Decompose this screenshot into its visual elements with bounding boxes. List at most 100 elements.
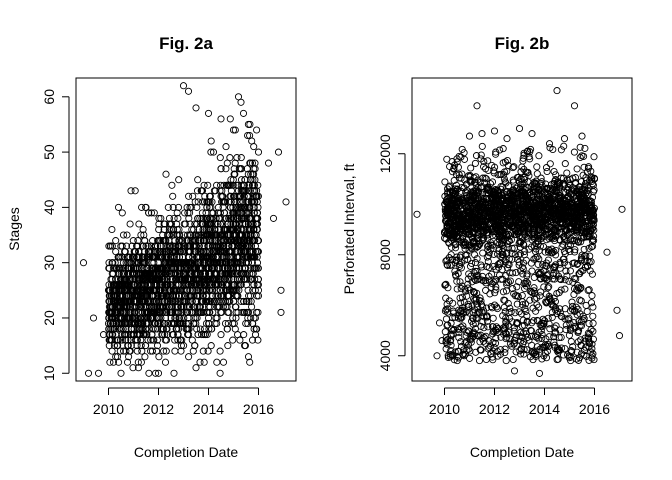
data-point — [253, 126, 261, 134]
data-point — [141, 353, 149, 361]
data-point — [248, 336, 257, 344]
data-point — [227, 237, 235, 245]
data-point — [189, 253, 197, 261]
data-point — [217, 331, 225, 339]
data-point — [207, 342, 215, 350]
data-point — [247, 170, 255, 178]
data-point — [229, 336, 237, 344]
data-point — [149, 237, 157, 245]
data-point — [482, 286, 490, 294]
data-point — [129, 364, 137, 372]
data-point — [117, 325, 125, 333]
data-point — [181, 292, 189, 300]
y-tick-label: 30 — [41, 255, 57, 271]
data-point — [133, 347, 141, 355]
data-point — [222, 253, 230, 261]
data-point — [162, 347, 170, 355]
data-point — [112, 264, 120, 272]
data-point — [441, 328, 449, 336]
data-point — [277, 308, 285, 316]
data-point — [282, 198, 290, 206]
data-point — [509, 355, 517, 364]
data-point — [235, 192, 243, 200]
data-point — [192, 319, 200, 328]
y-tick-label: 50 — [41, 144, 57, 160]
data-point — [165, 214, 174, 222]
data-point — [246, 120, 254, 128]
data-point — [153, 342, 162, 350]
data-point — [253, 308, 261, 316]
data-point — [251, 314, 259, 322]
data-point — [207, 148, 215, 156]
data-point — [244, 314, 252, 322]
data-point — [233, 154, 241, 162]
data-point — [180, 220, 188, 228]
data-point — [203, 331, 211, 339]
panel-b: Fig. 2b Completion Date Perforated Inter… — [341, 34, 633, 460]
data-point — [204, 109, 213, 117]
data-point — [108, 225, 116, 234]
data-point — [240, 297, 248, 305]
data-point — [192, 248, 200, 256]
data-point — [201, 192, 209, 200]
data-point — [583, 307, 591, 316]
data-point — [241, 342, 249, 350]
data-point — [79, 259, 88, 267]
data-point — [475, 357, 484, 365]
data-point — [216, 369, 224, 377]
data-point — [179, 82, 188, 90]
data-point — [579, 316, 587, 324]
data-point — [193, 203, 201, 211]
data-point — [117, 369, 125, 377]
data-point — [277, 286, 285, 294]
data-point — [89, 314, 98, 322]
data-point — [122, 347, 130, 355]
data-point — [145, 369, 153, 377]
data-point — [563, 169, 571, 177]
data-point — [194, 331, 202, 339]
data-point — [185, 325, 193, 333]
data-point — [200, 331, 208, 339]
data-point — [254, 264, 262, 272]
data-point — [570, 148, 578, 156]
y-tick-label: 10 — [41, 365, 57, 381]
data-point — [106, 358, 114, 366]
data-point — [244, 120, 252, 128]
data-point — [216, 154, 224, 162]
data-point — [153, 336, 161, 344]
data-point — [186, 220, 194, 228]
data-point — [155, 353, 163, 361]
data-point — [589, 303, 597, 311]
data-point — [236, 231, 244, 239]
data-point — [168, 181, 176, 189]
data-point — [140, 231, 148, 239]
data-point — [137, 231, 145, 239]
data-point — [546, 160, 554, 168]
data-point — [194, 176, 202, 184]
panel-b-points — [413, 87, 626, 377]
data-point — [147, 209, 156, 217]
data-point — [166, 220, 174, 228]
data-point — [250, 143, 258, 151]
data-point — [506, 277, 514, 285]
data-point — [269, 214, 278, 222]
data-point — [246, 358, 254, 366]
data-point — [185, 353, 193, 361]
data-point — [245, 192, 253, 200]
data-point — [211, 220, 219, 228]
data-point — [489, 314, 497, 322]
data-point — [188, 297, 196, 305]
x-tick-label: 2014 — [193, 401, 224, 417]
data-point — [205, 253, 213, 261]
data-point — [94, 369, 103, 377]
data-point — [214, 253, 222, 261]
data-point — [105, 242, 113, 250]
data-point — [251, 331, 260, 339]
data-point — [239, 109, 248, 117]
data-point — [142, 286, 150, 294]
data-point — [108, 347, 116, 355]
x-tick-label: 2012 — [143, 401, 174, 417]
data-point — [142, 203, 150, 211]
data-point — [118, 209, 126, 217]
data-point — [175, 176, 183, 184]
